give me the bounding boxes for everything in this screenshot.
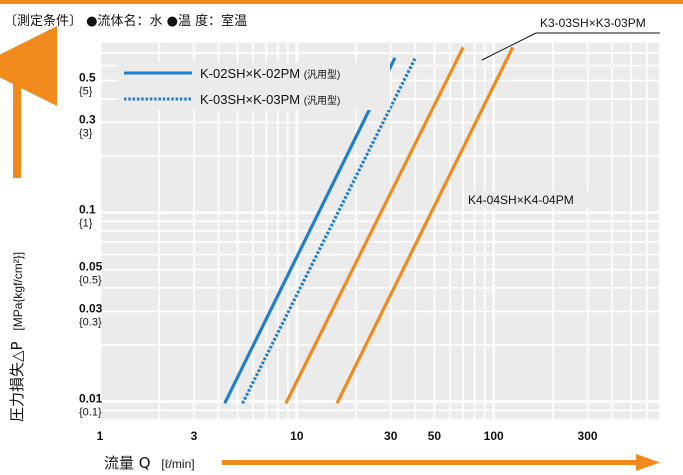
x-axis-arrow-head xyxy=(636,454,660,471)
y-axis-unit: [MPa{kgf/cm²}] xyxy=(11,252,25,331)
legend-note-k03: (汎用型) xyxy=(304,94,341,107)
x-axis-title: 流量 Q [ℓ/min] xyxy=(104,454,195,472)
legend-note-k02: (汎用型) xyxy=(304,68,341,81)
x-tick-label: 1 xyxy=(97,429,104,443)
y-tick-label: 0.05 xyxy=(79,260,103,274)
y-tick-label: 0.01 xyxy=(79,392,103,406)
x-tick-label: 300 xyxy=(578,429,598,443)
x-axis-unit: [ℓ/min] xyxy=(161,457,194,471)
y-tick-label: 0.3 xyxy=(79,113,96,127)
annotation-k3-bg xyxy=(540,13,658,31)
tick-labels: 1 3 10 30 50 100 300 0.5{5} 0.3{3} 0.1{1} 0.05{0.5… xyxy=(79,71,598,443)
y-axis-label: 圧力損失△P xyxy=(8,341,26,422)
x-tick-label: 10 xyxy=(290,429,304,443)
y-tick-label: 0.5 xyxy=(79,71,96,85)
y-tick-label: 0.03 xyxy=(79,302,103,316)
x-tick-label: 100 xyxy=(484,429,504,443)
annotation-k4: K4-04SH×K4-04PM xyxy=(468,193,574,207)
series-line-0 xyxy=(223,57,397,405)
y-tick-sublabel: {5} xyxy=(79,86,93,98)
y-tick-label: 0.1 xyxy=(79,203,96,217)
legend-bg xyxy=(118,62,390,110)
x-tick-label: 50 xyxy=(428,429,442,443)
y-tick-sublabel: {0.3} xyxy=(79,317,102,329)
series-line-1 xyxy=(241,57,417,405)
legend-name-k03: K-03SH×K-03PM xyxy=(200,92,300,107)
series-line-3 xyxy=(335,46,515,405)
legend-label-k02: K-02SH×K-02PM (汎用型) xyxy=(200,66,340,81)
x-axis-arrow-shaft xyxy=(222,460,638,465)
annotation-k3: K3-03SH×K3-03PM xyxy=(540,16,646,30)
series-line-2 xyxy=(284,46,465,405)
legend: K-02SH×K-02PM (汎用型) K-03SH×K-03PM (汎用型) xyxy=(118,62,390,110)
x-axis-label: 流量 Q xyxy=(104,454,151,472)
legend-label-k03: K-03SH×K-03PM (汎用型) xyxy=(200,92,340,107)
measurement-conditions: 〔測定条件〕 ●流体名：水 ●温 度：室温 xyxy=(4,13,247,29)
legend-name-k02: K-02SH×K-02PM xyxy=(200,66,300,81)
x-tick-label: 30 xyxy=(384,429,398,443)
top-rule xyxy=(0,0,683,4)
x-tick-label: 3 xyxy=(191,429,198,443)
y-tick-sublabel: {0.5} xyxy=(79,275,102,287)
svg-text:圧力損失△P [MPa{kgf/cm²}]: 圧力損失△P [MPa{kgf/cm²}] xyxy=(8,252,26,422)
y-tick-sublabel: {1} xyxy=(79,218,93,230)
y-axis-title: 圧力損失△P [MPa{kgf/cm²}] xyxy=(8,252,26,422)
annotation-k4-bg xyxy=(466,191,602,208)
annotation-k3-leader xyxy=(481,32,537,61)
y-tick-sublabel: {3} xyxy=(79,128,93,140)
series-layer xyxy=(223,46,515,405)
y-tick-sublabel: {0.1} xyxy=(79,407,102,419)
